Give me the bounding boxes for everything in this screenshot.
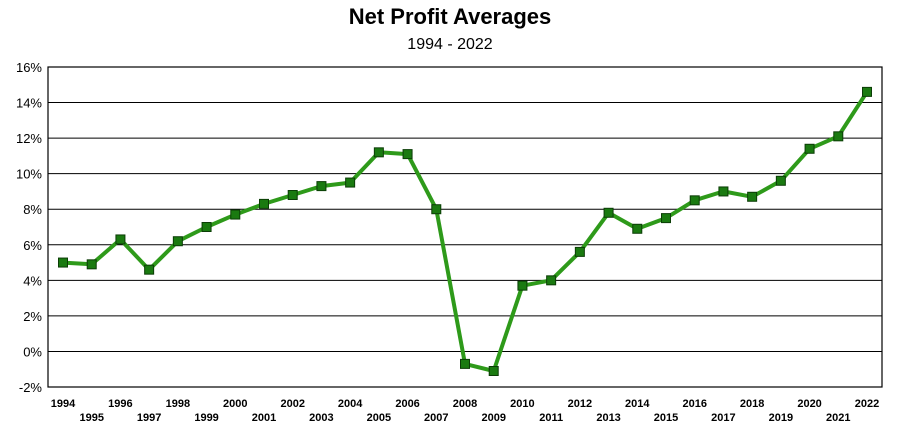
series-line [62,90,869,373]
data-point [517,280,528,291]
data-point [661,213,671,224]
x-tick-label: 2009 [481,412,505,424]
x-tick-label: 1997 [137,412,161,424]
x-tick-label: 2014 [625,398,650,410]
x-tick-label: 2004 [338,398,363,410]
x-tick-label: 2005 [367,412,391,424]
x-tick-label: 2021 [826,412,850,424]
data-point [747,191,758,202]
x-tick-label: 2019 [769,412,793,424]
y-tick-label: 14% [16,96,42,111]
series-markers [58,86,872,376]
y-tick-label: 4% [23,273,42,288]
data-point [373,147,384,158]
plot-area [47,66,883,388]
data-point [546,275,557,286]
data-point [460,358,470,369]
data-point [144,264,155,275]
x-tick-label: 2022 [855,398,879,410]
data-point [833,131,844,142]
data-point [402,149,413,160]
x-tick-label: 2020 [797,398,821,410]
x-tick-label: 1999 [194,412,218,424]
x-tick-label: 1996 [108,398,132,410]
y-tick-label: 8% [23,202,42,217]
chart-subtitle: 1994 - 2022 [407,36,493,53]
x-tick-label: 2013 [596,412,620,424]
x-tick-label: 2015 [654,412,678,424]
x-tick-label: 2011 [539,412,563,424]
x-tick-label: 2003 [309,412,333,424]
data-point [775,175,786,186]
y-tick-label: 6% [23,238,42,253]
x-tick-label: 1995 [79,412,103,424]
y-tick-label: -2% [19,380,43,395]
x-tick-label: 2018 [740,398,764,410]
x-tick-label: 2008 [453,398,477,410]
data-point [259,198,269,209]
data-point [86,259,97,270]
y-axis: 16% 14% 12% 10% 8% 6% 4% 2% 0% -2% [16,60,42,395]
x-tick-label: 2007 [424,412,448,424]
data-point [58,257,68,268]
data-point [115,234,126,245]
y-tick-label: 10% [16,167,42,182]
x-tick-label: 2010 [510,398,534,410]
data-point [574,246,585,257]
y-tick-label: 16% [16,60,42,75]
x-tick-label: 2006 [395,398,419,410]
x-tick-label: 1998 [166,398,190,410]
data-point [689,195,700,206]
data-point [862,86,872,97]
data-point [172,236,183,247]
x-tick-label: 1994 [51,398,76,410]
x-tick-label: 2016 [682,398,706,410]
y-tick-label: 2% [23,309,42,324]
x-tick-label: 2002 [280,398,304,410]
data-point [345,177,356,188]
data-point [718,186,729,197]
data-point [201,222,212,232]
data-point [287,190,298,200]
x-tick-label: 2001 [252,412,276,424]
data-point [488,366,499,376]
data-point [804,143,815,154]
x-tick-label: 2017 [711,412,735,424]
data-point [230,209,241,220]
data-point [603,207,614,218]
x-tick-label: 2012 [568,398,592,410]
data-point [632,223,643,234]
grid-lines [48,102,882,352]
data-point [316,181,327,192]
chart-title: Net Profit Averages [348,4,552,29]
x-tick-label: 2000 [223,398,247,410]
data-point [431,204,442,215]
y-tick-label: 0% [23,344,42,359]
y-tick-label: 12% [16,131,42,146]
